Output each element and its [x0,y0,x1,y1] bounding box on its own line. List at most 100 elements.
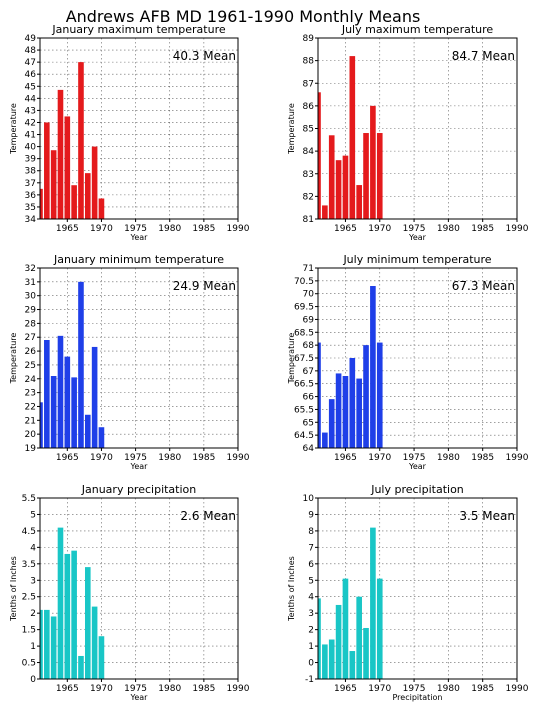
x-tick-label: 1985 [471,224,494,234]
y-tick-label: 2 [308,626,314,636]
x-tick-label: 1965 [334,684,357,694]
chart-panel: 64 64.5 65 65.5 66 66.5 67 67.5 68 68.5 69 69.5 70 70… [287,253,529,471]
y-tick-label: 21 [25,416,36,426]
y-tick-label: 29 [25,306,37,316]
y-tick-label: 84 [303,147,315,157]
x-tick-label: 1965 [334,453,357,463]
y-tick-label: 67.5 [294,354,314,364]
chart-title: January precipitation [81,483,197,496]
x-axis-label: Year [130,462,149,471]
y-tick-label: 31 [25,278,36,288]
chart-title: July maximum temperature [341,23,494,36]
y-tick-label: 2.5 [22,593,36,603]
chart-title: January maximum temperature [51,23,225,36]
y-tick-label: 26 [25,347,37,357]
y-tick-label: 3 [30,576,36,586]
bar [342,578,349,679]
y-tick-label: 43 [25,106,36,116]
x-tick-label: 1985 [471,453,494,463]
bar [328,639,335,679]
x-tick-label: 1980 [158,684,181,694]
bar [71,185,77,219]
mean-label: 2.6 Mean [180,509,236,523]
y-axis-label: Temperature [9,333,18,385]
y-tick-label: 66 [303,393,315,403]
y-tick-label: 20 [25,430,37,440]
x-tick-label: 1965 [56,224,79,234]
y-tick-label: -1 [305,675,314,685]
y-tick-label: 65.5 [294,405,314,415]
x-tick-label: 1975 [403,684,426,694]
y-tick-label: 36 [25,191,37,201]
chart-title: July precipitation [370,483,464,496]
bar [40,609,43,679]
y-tick-label: 34 [25,215,37,225]
x-tick-label: 1990 [227,224,250,234]
bar [335,160,342,219]
figure-title: Andrews AFB MD 1961-1990 Monthly Means [66,7,421,26]
bar [91,146,98,219]
y-tick-label: 5 [30,510,36,520]
y-tick-label: 46 [25,70,37,80]
bar [71,550,77,679]
x-tick-label: 1985 [192,224,215,234]
y-tick-label: 88 [303,57,315,67]
bar [40,402,43,448]
y-tick-label: 64 [303,444,315,454]
x-tick-label: 1980 [158,453,181,463]
mean-label: 3.5 Mean [459,509,515,523]
bar [318,598,321,679]
x-tick-label: 1985 [192,684,215,694]
bar [370,105,376,219]
y-tick-label: 2 [30,609,36,619]
x-tick-label: 1965 [334,224,357,234]
y-tick-label: 1.5 [22,626,36,636]
bar [356,596,362,679]
y-tick-label: 41 [25,131,36,141]
y-tick-label: 27 [25,333,36,343]
bar [78,655,84,679]
mean-label: 24.9 Mean [173,279,236,293]
y-tick-label: 25 [25,361,36,371]
bar [44,340,50,448]
bar [98,636,105,679]
y-tick-label: 65 [303,418,314,428]
bar [57,527,64,679]
x-tick-label: 1985 [192,453,215,463]
y-tick-label: 4 [30,543,36,553]
y-tick-label: 10 [303,494,315,504]
chart-panel: -1 0 1 2 3 4 5 6 7 8 9 10 1965 1970 1975 1980 1985 1990 Ju… [287,483,529,702]
y-tick-label: 40 [25,143,37,153]
bar [349,358,356,448]
bar [370,527,376,679]
y-tick-label: 4 [308,593,314,603]
bar [57,335,64,448]
x-tick-label: 1980 [158,224,181,234]
y-tick-label: 23 [25,389,36,399]
bar [318,92,321,219]
x-tick-label: 1975 [403,453,426,463]
bar [40,188,43,219]
x-tick-label: 1975 [403,224,426,234]
bar [370,286,376,448]
x-tick-label: 1970 [90,453,113,463]
bar [342,376,349,448]
bar [363,345,369,448]
bar [78,281,84,448]
y-tick-label: 35 [25,203,36,213]
y-tick-label: 5 [308,576,314,586]
y-tick-label: 47 [25,58,36,68]
y-tick-label: 70 [303,290,315,300]
x-tick-label: 1970 [90,684,113,694]
bar [98,198,105,219]
y-tick-label: 30 [25,292,37,302]
y-tick-label: 48 [25,46,37,56]
y-tick-label: 68 [303,341,315,351]
y-tick-label: 82 [303,192,314,202]
y-tick-label: 49 [25,34,37,44]
y-tick-label: 69.5 [294,303,314,313]
y-tick-label: 6 [308,560,314,570]
y-tick-label: 7 [308,543,314,553]
y-tick-label: 81 [303,215,314,225]
y-tick-label: 37 [25,179,36,189]
